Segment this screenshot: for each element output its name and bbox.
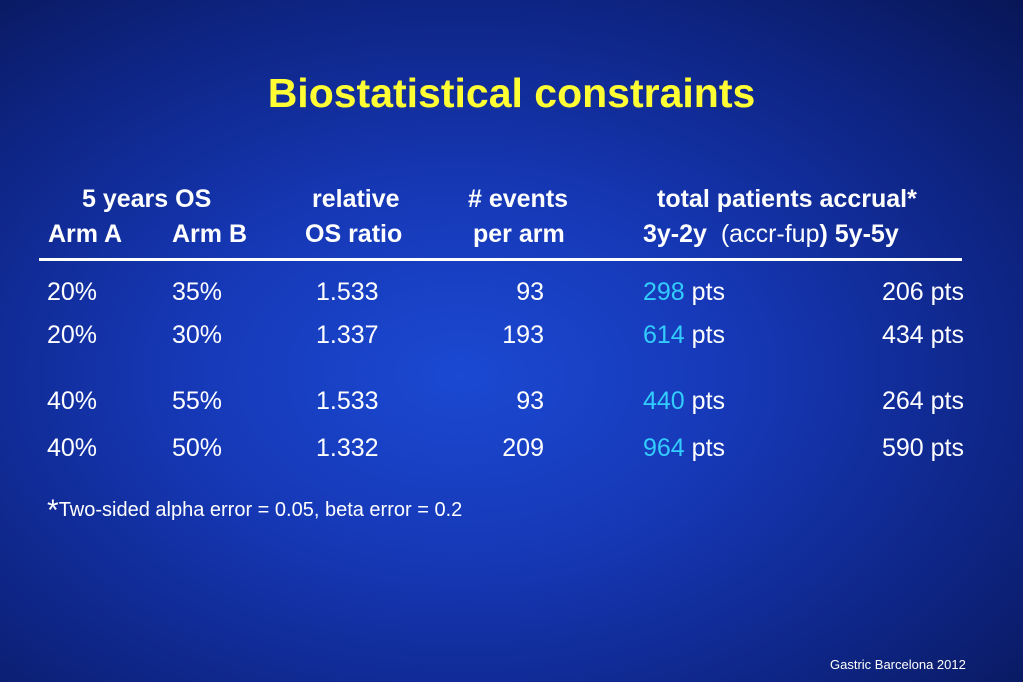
- header-3y-2y: 3y-2y: [643, 220, 707, 248]
- header-accr-fup-close: ): [819, 220, 828, 248]
- cell-arm-b: 50%: [172, 434, 223, 462]
- header-os-group: 5 years OS: [82, 185, 212, 213]
- cell-arm-a: 40%: [47, 434, 98, 462]
- accrual-3y2y-unit: pts: [691, 321, 726, 349]
- header-accrual: total patients accrual*: [657, 185, 917, 213]
- cell-accrual-5y5y: 206 pts: [881, 278, 964, 306]
- cell-accrual-3y2y: 298 pts: [643, 277, 725, 307]
- accrual-3y2y-unit: pts: [691, 387, 726, 415]
- cell-accrual-3y2y: 614 pts: [643, 320, 725, 350]
- header-accrual-subcols: 3y-2y (accr-fup) 5y-5y: [643, 219, 899, 249]
- cell-accrual-3y2y: 964 pts: [643, 433, 725, 463]
- cell-events: 93: [516, 278, 544, 306]
- accrual-3y2y-unit: pts: [691, 278, 726, 306]
- header-accr-fup: (accr-fup: [720, 220, 820, 248]
- accrual-3y2y-value: 964: [643, 434, 685, 462]
- cell-ratio: 1.337: [316, 321, 379, 349]
- header-os-ratio: OS ratio: [305, 220, 403, 248]
- accrual-3y2y-value: 440: [643, 387, 685, 415]
- header-arm-a: Arm A: [48, 220, 123, 248]
- cell-accrual-3y2y: 440 pts: [643, 386, 725, 416]
- cell-arm-b: 55%: [172, 387, 223, 415]
- accrual-3y2y-unit: pts: [691, 434, 726, 462]
- header-per-arm: per arm: [473, 220, 565, 248]
- cell-ratio: 1.332: [316, 434, 379, 462]
- cell-accrual-5y5y: 590 pts: [881, 434, 964, 462]
- footnote: *Two-sided alpha error = 0.05, beta erro…: [47, 490, 463, 527]
- cell-arm-a: 20%: [47, 321, 98, 349]
- cell-accrual-5y5y: 264 pts: [881, 387, 964, 415]
- cell-accrual-5y5y: 434 pts: [881, 321, 964, 349]
- slide-credit: Gastric Barcelona 2012: [830, 657, 966, 672]
- cell-ratio: 1.533: [316, 387, 379, 415]
- accrual-3y2y-value: 614: [643, 321, 685, 349]
- cell-events: 193: [502, 321, 544, 349]
- cell-arm-a: 40%: [47, 387, 98, 415]
- cell-arm-a: 20%: [47, 278, 98, 306]
- header-relative: relative: [312, 185, 400, 213]
- header-events: # events: [468, 185, 569, 213]
- cell-events: 209: [502, 434, 544, 462]
- footnote-text: Two-sided alpha error = 0.05, beta error…: [58, 499, 463, 521]
- cell-arm-b: 30%: [172, 321, 223, 349]
- footnote-star: *: [47, 494, 59, 527]
- cell-arm-b: 35%: [172, 278, 223, 306]
- slide-title: Biostatistical constraints: [267, 70, 756, 116]
- accrual-3y2y-value: 298: [643, 278, 685, 306]
- header-divider: [39, 258, 962, 261]
- header-arm-b: Arm B: [172, 220, 248, 248]
- cell-ratio: 1.533: [316, 278, 379, 306]
- cell-events: 93: [516, 387, 544, 415]
- header-5y-5y: 5y-5y: [834, 220, 899, 248]
